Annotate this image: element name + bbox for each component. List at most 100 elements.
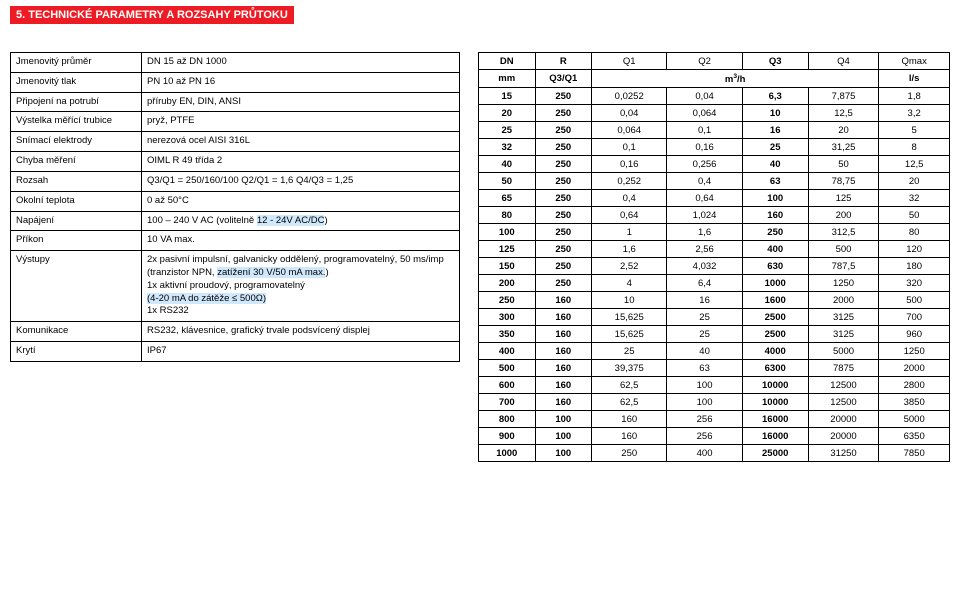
- flow-cell: 65: [479, 190, 536, 207]
- flow-cell: 3125: [808, 326, 879, 343]
- flow-cell: 3125: [808, 309, 879, 326]
- flow-cell: 20: [879, 173, 950, 190]
- flow-cell: 80: [479, 207, 536, 224]
- flow-cell: 312,5: [808, 224, 879, 241]
- flow-cell: 6300: [742, 360, 808, 377]
- flow-cell: 32: [479, 139, 536, 156]
- flow-cell: 160: [535, 292, 592, 309]
- flow-header-cell: Q2: [667, 53, 742, 70]
- flow-cell: 320: [879, 275, 950, 292]
- flow-cell: 0,252: [592, 173, 667, 190]
- flow-cell: 700: [479, 394, 536, 411]
- flow-cell: 160: [742, 207, 808, 224]
- flow-cell: 16000: [742, 428, 808, 445]
- spec-value: nerezová ocel AISI 316L: [142, 132, 460, 152]
- spec-value: IP67: [142, 342, 460, 362]
- flow-row: 70016062,510010000125003850: [479, 394, 950, 411]
- flow-row: 802500,641,02416020050: [479, 207, 950, 224]
- flow-table-container: DNRQ1Q2Q3Q4Qmax mmQ3/Q1m3/hl/s 152500,02…: [478, 52, 950, 462]
- spec-row: RozsahQ3/Q1 = 250/160/100 Q2/Q1 = 1,6 Q4…: [11, 171, 460, 191]
- flow-cell: 10: [592, 292, 667, 309]
- flow-cell: 2800: [879, 377, 950, 394]
- flow-cell: 256: [667, 428, 742, 445]
- flow-cell: 160: [535, 360, 592, 377]
- flow-cell: 700: [879, 309, 950, 326]
- spec-label: Krytí: [11, 342, 142, 362]
- flow-row: 1252501,62,56400500120: [479, 241, 950, 258]
- spec-row: KomunikaceRS232, klávesnice, grafický tr…: [11, 322, 460, 342]
- spec-label: Výstelka měřící trubice: [11, 112, 142, 132]
- flow-cell: 2500: [742, 326, 808, 343]
- flow-cell: 20: [808, 122, 879, 139]
- flow-cell: 120: [879, 241, 950, 258]
- flow-cell: 100: [667, 377, 742, 394]
- flow-cell: 16000: [742, 411, 808, 428]
- flow-cell: 250: [535, 224, 592, 241]
- flow-cell: 62,5: [592, 377, 667, 394]
- spec-label: Jmenovitý tlak: [11, 72, 142, 92]
- flow-cell: 50: [879, 207, 950, 224]
- flow-cell: 800: [479, 411, 536, 428]
- flow-cell: 16: [742, 122, 808, 139]
- flow-cell: 15: [479, 88, 536, 105]
- spec-label: Rozsah: [11, 171, 142, 191]
- flow-cell: 12500: [808, 377, 879, 394]
- flow-cell: 78,75: [808, 173, 879, 190]
- flow-cell: 250: [535, 139, 592, 156]
- flow-cell: 250: [535, 190, 592, 207]
- flow-cell: 10000: [742, 377, 808, 394]
- flow-cell: 1250: [879, 343, 950, 360]
- flow-cell: 1250: [808, 275, 879, 292]
- flow-cell: 4000: [742, 343, 808, 360]
- spec-label: Jmenovitý průměr: [11, 53, 142, 73]
- flow-cell: 3850: [879, 394, 950, 411]
- flow-row: 60016062,510010000125002800: [479, 377, 950, 394]
- flow-cell: 350: [479, 326, 536, 343]
- flow-row: 4001602540400050001250: [479, 343, 950, 360]
- flow-cell: 250: [742, 224, 808, 241]
- flow-cell: 80: [879, 224, 950, 241]
- flow-cell: 100: [535, 428, 592, 445]
- flow-cell: 0,1: [667, 122, 742, 139]
- flow-cell: 6,3: [742, 88, 808, 105]
- flow-cell: 32: [879, 190, 950, 207]
- flow-cell: 250: [535, 173, 592, 190]
- flow-cell: 0,64: [667, 190, 742, 207]
- spec-row: Jmenovitý průměrDN 15 až DN 1000: [11, 53, 460, 73]
- flow-cell: 5000: [879, 411, 950, 428]
- spec-row: Připojení na potrubípříruby EN, DIN, ANS…: [11, 92, 460, 112]
- flow-cell: 400: [667, 445, 742, 462]
- flow-cell: 20: [479, 105, 536, 122]
- flow-cell: 20000: [808, 411, 879, 428]
- flow-header-cell: DN: [479, 53, 536, 70]
- flow-cell: 100: [479, 224, 536, 241]
- flow-cell: 63: [667, 360, 742, 377]
- spec-value: PN 10 až PN 16: [142, 72, 460, 92]
- flow-cell: 4,032: [667, 258, 742, 275]
- flow-cell: 600: [479, 377, 536, 394]
- flow-cell: 0,04: [592, 105, 667, 122]
- flow-cell: 0,64: [592, 207, 667, 224]
- spec-label: Napájení: [11, 211, 142, 231]
- flow-row: 100010025040025000312507850: [479, 445, 950, 462]
- flow-cell: 250: [535, 105, 592, 122]
- spec-value: pryž, PTFE: [142, 112, 460, 132]
- flow-cell: 20000: [808, 428, 879, 445]
- flow-cell: 900: [479, 428, 536, 445]
- flow-cell: 16: [667, 292, 742, 309]
- flow-cell: 40: [479, 156, 536, 173]
- flow-row: 1502502,524,032630787,5180: [479, 258, 950, 275]
- flow-cell: 7,875: [808, 88, 879, 105]
- flow-cell: 160: [592, 411, 667, 428]
- spec-value: 100 – 240 V AC (volitelně 12 - 24V AC/DC…: [142, 211, 460, 231]
- flow-cell: 25: [667, 326, 742, 343]
- flow-row: 152500,02520,046,37,8751,8: [479, 88, 950, 105]
- spec-table: Jmenovitý průměrDN 15 až DN 1000Jmenovit…: [10, 52, 460, 362]
- flow-cell: 256: [667, 411, 742, 428]
- flow-cell: 3,2: [879, 105, 950, 122]
- flow-cell: 1,8: [879, 88, 950, 105]
- flow-cell: 0,0252: [592, 88, 667, 105]
- flow-cell: 40: [742, 156, 808, 173]
- flow-cell: 200: [808, 207, 879, 224]
- flow-cell: 0,16: [592, 156, 667, 173]
